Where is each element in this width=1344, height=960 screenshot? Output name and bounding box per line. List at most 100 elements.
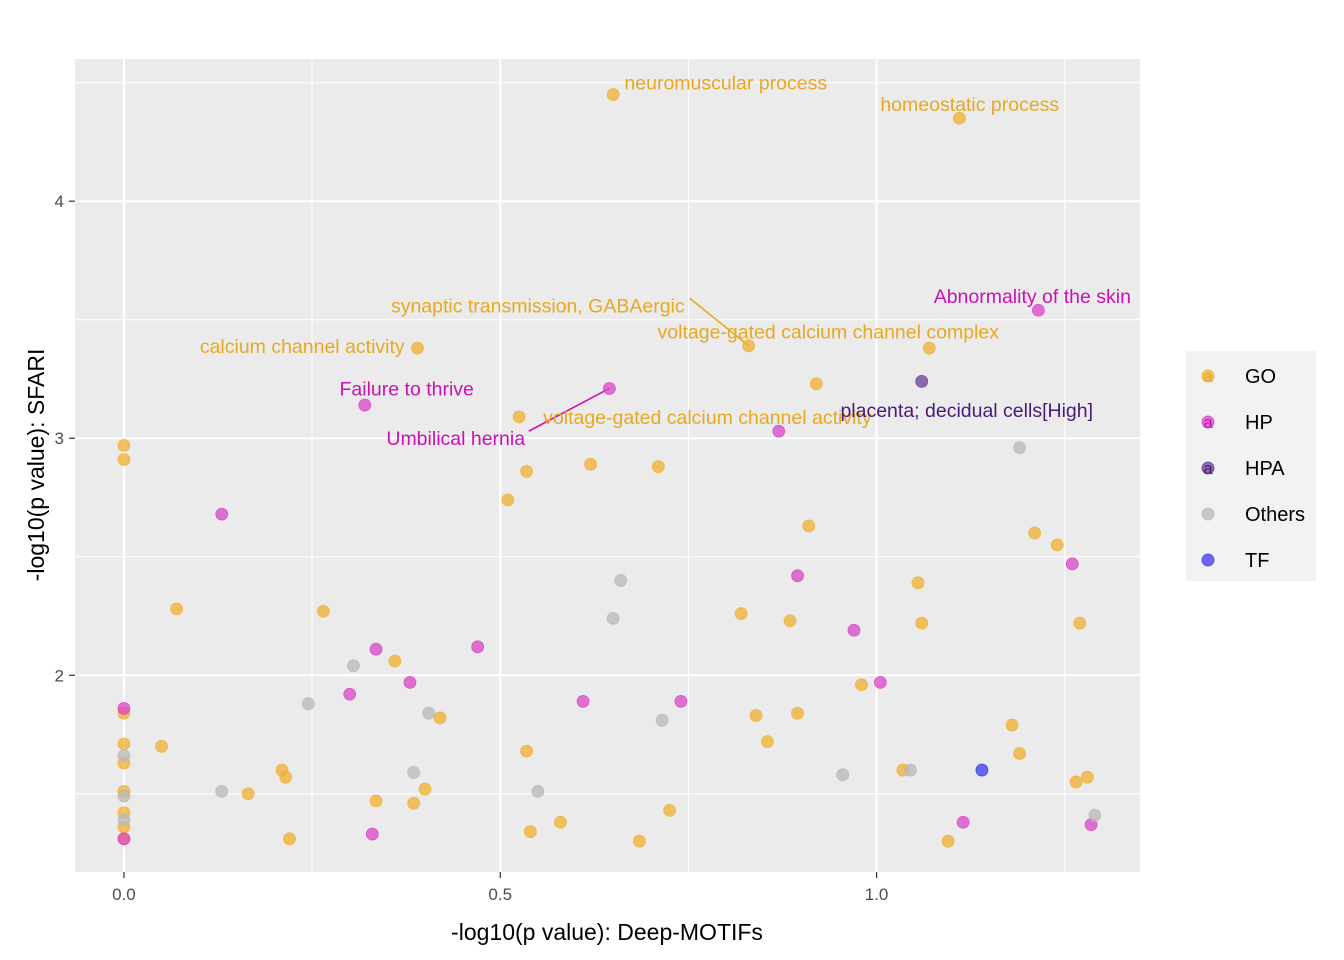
point-go-47 [663,803,676,817]
point-hp-16 [956,815,970,829]
point-go-53 [941,834,955,848]
annotation-segment-0 [689,297,750,347]
point-hp-14 [674,694,688,708]
point-go-5 [809,377,823,391]
point-hp-7 [847,623,861,637]
legend-key-glyph-2: a [1203,459,1213,478]
point-hp-1 [602,382,616,395]
point-go-31 [117,737,131,751]
annotation-label-3: voltage-gated calcium channel complex [658,322,1000,344]
point-hp-10 [403,675,417,689]
point-hp-19 [117,832,131,846]
y-tick-label-2: 4 [55,192,64,211]
point-others-15 [117,813,131,827]
point-go-49 [523,825,537,839]
annotation-label-1: homeostatic process [880,94,1059,116]
point-go-3 [742,339,756,353]
point-others-12 [531,785,545,798]
point-go-23 [388,654,402,668]
point-go-34 [1013,747,1026,760]
annotation-label-6: Failure to thrive [340,378,474,400]
point-hp-9 [369,642,383,656]
point-go-14 [1028,526,1042,540]
point-go-28 [791,706,804,720]
legend-label-2: HPA [1245,458,1285,480]
x-axis-title: -log10(p value): Deep-MOTIFs [451,919,763,945]
annotation-label-9: placenta; decidual cells[High] [840,400,1093,422]
annotation-label-4: calcium channel activity [200,336,405,358]
legend-label-4: TF [1245,550,1269,572]
point-go-32 [761,735,774,749]
point-go-22 [1073,616,1087,630]
point-others-5 [422,706,436,720]
point-hp-12 [343,687,357,701]
point-go-1 [952,111,966,125]
point-hp-2 [358,398,372,412]
y-axis-title: -log10(p value): SFARI [23,349,49,582]
point-hp-0 [1031,303,1045,317]
point-go-24 [855,678,868,692]
point-go-15 [1050,538,1064,552]
legend-label-3: Others [1245,504,1305,526]
point-go-18 [734,607,748,621]
point-go-33 [520,744,533,758]
point-go-44 [369,794,383,808]
point-others-6 [655,713,669,727]
annotation-segment-1 [528,387,610,432]
point-tf-0 [975,763,989,777]
point-hp-5 [1065,557,1079,571]
point-hp-13 [576,694,590,708]
legend-key-2 [1201,461,1215,475]
point-go-52 [633,834,646,848]
annotation-label-2: synaptic transmission, GABAergic [391,296,685,318]
point-go-29 [1005,718,1019,732]
point-go-21 [783,614,797,628]
legend: a GO a HP a HPA Others TF [1186,351,1316,581]
point-go-17 [316,604,330,618]
point-go-12 [501,493,515,507]
y-tick-label-1: 3 [55,429,64,448]
grid-major [75,59,1140,872]
x-tick-label-1: 0.5 [488,885,512,904]
point-go-27 [749,709,763,722]
point-hp-8 [471,640,485,654]
point-others-4 [301,697,315,711]
point-go-2 [411,341,424,355]
point-others-14 [1088,808,1102,822]
x-tick-label-0: 0.0 [112,885,136,904]
y-tick-label-0: 2 [55,666,64,685]
point-hp-18 [365,827,379,841]
point-others-11 [215,785,229,798]
point-go-13 [802,519,816,533]
point-go-0 [606,88,620,101]
point-go-16 [170,602,184,616]
point-hp-11 [873,675,887,689]
point-go-26 [433,711,447,725]
point-go-40 [1080,770,1094,784]
point-go-8 [117,453,131,466]
point-go-7 [117,438,131,452]
point-go-11 [651,460,665,474]
point-go-10 [584,457,597,471]
point-go-39 [1069,775,1083,789]
legend-label-1: HP [1245,412,1273,434]
annotation-label-0: neuromuscular process [624,73,827,95]
point-others-7 [117,749,131,763]
point-go-9 [520,465,533,478]
point-hp-15 [117,702,131,715]
point-go-41 [241,787,255,801]
point-others-0 [1013,441,1026,455]
point-go-20 [915,616,929,630]
point-go-45 [407,796,421,810]
legend-key-glyph-1: a [1203,413,1213,432]
annotation-segments [528,297,750,432]
legend-label-0: GO [1245,366,1276,388]
point-go-48 [554,815,567,829]
point-hp-4 [215,507,229,521]
point-others-8 [407,766,421,779]
legend-key-1 [1201,415,1215,429]
axis-ticks [69,200,878,878]
x-tick-labels: 0.0 0.5 1.0 [112,885,888,904]
y-tick-labels: 2 3 4 [55,192,64,685]
